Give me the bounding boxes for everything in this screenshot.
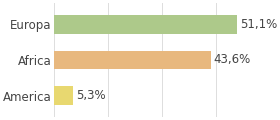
Text: 43,6%: 43,6% <box>213 54 251 66</box>
Bar <box>54 51 211 69</box>
Bar <box>54 87 73 105</box>
Bar <box>54 15 237 33</box>
Text: 5,3%: 5,3% <box>76 89 106 102</box>
Text: 51,1%: 51,1% <box>240 18 277 31</box>
